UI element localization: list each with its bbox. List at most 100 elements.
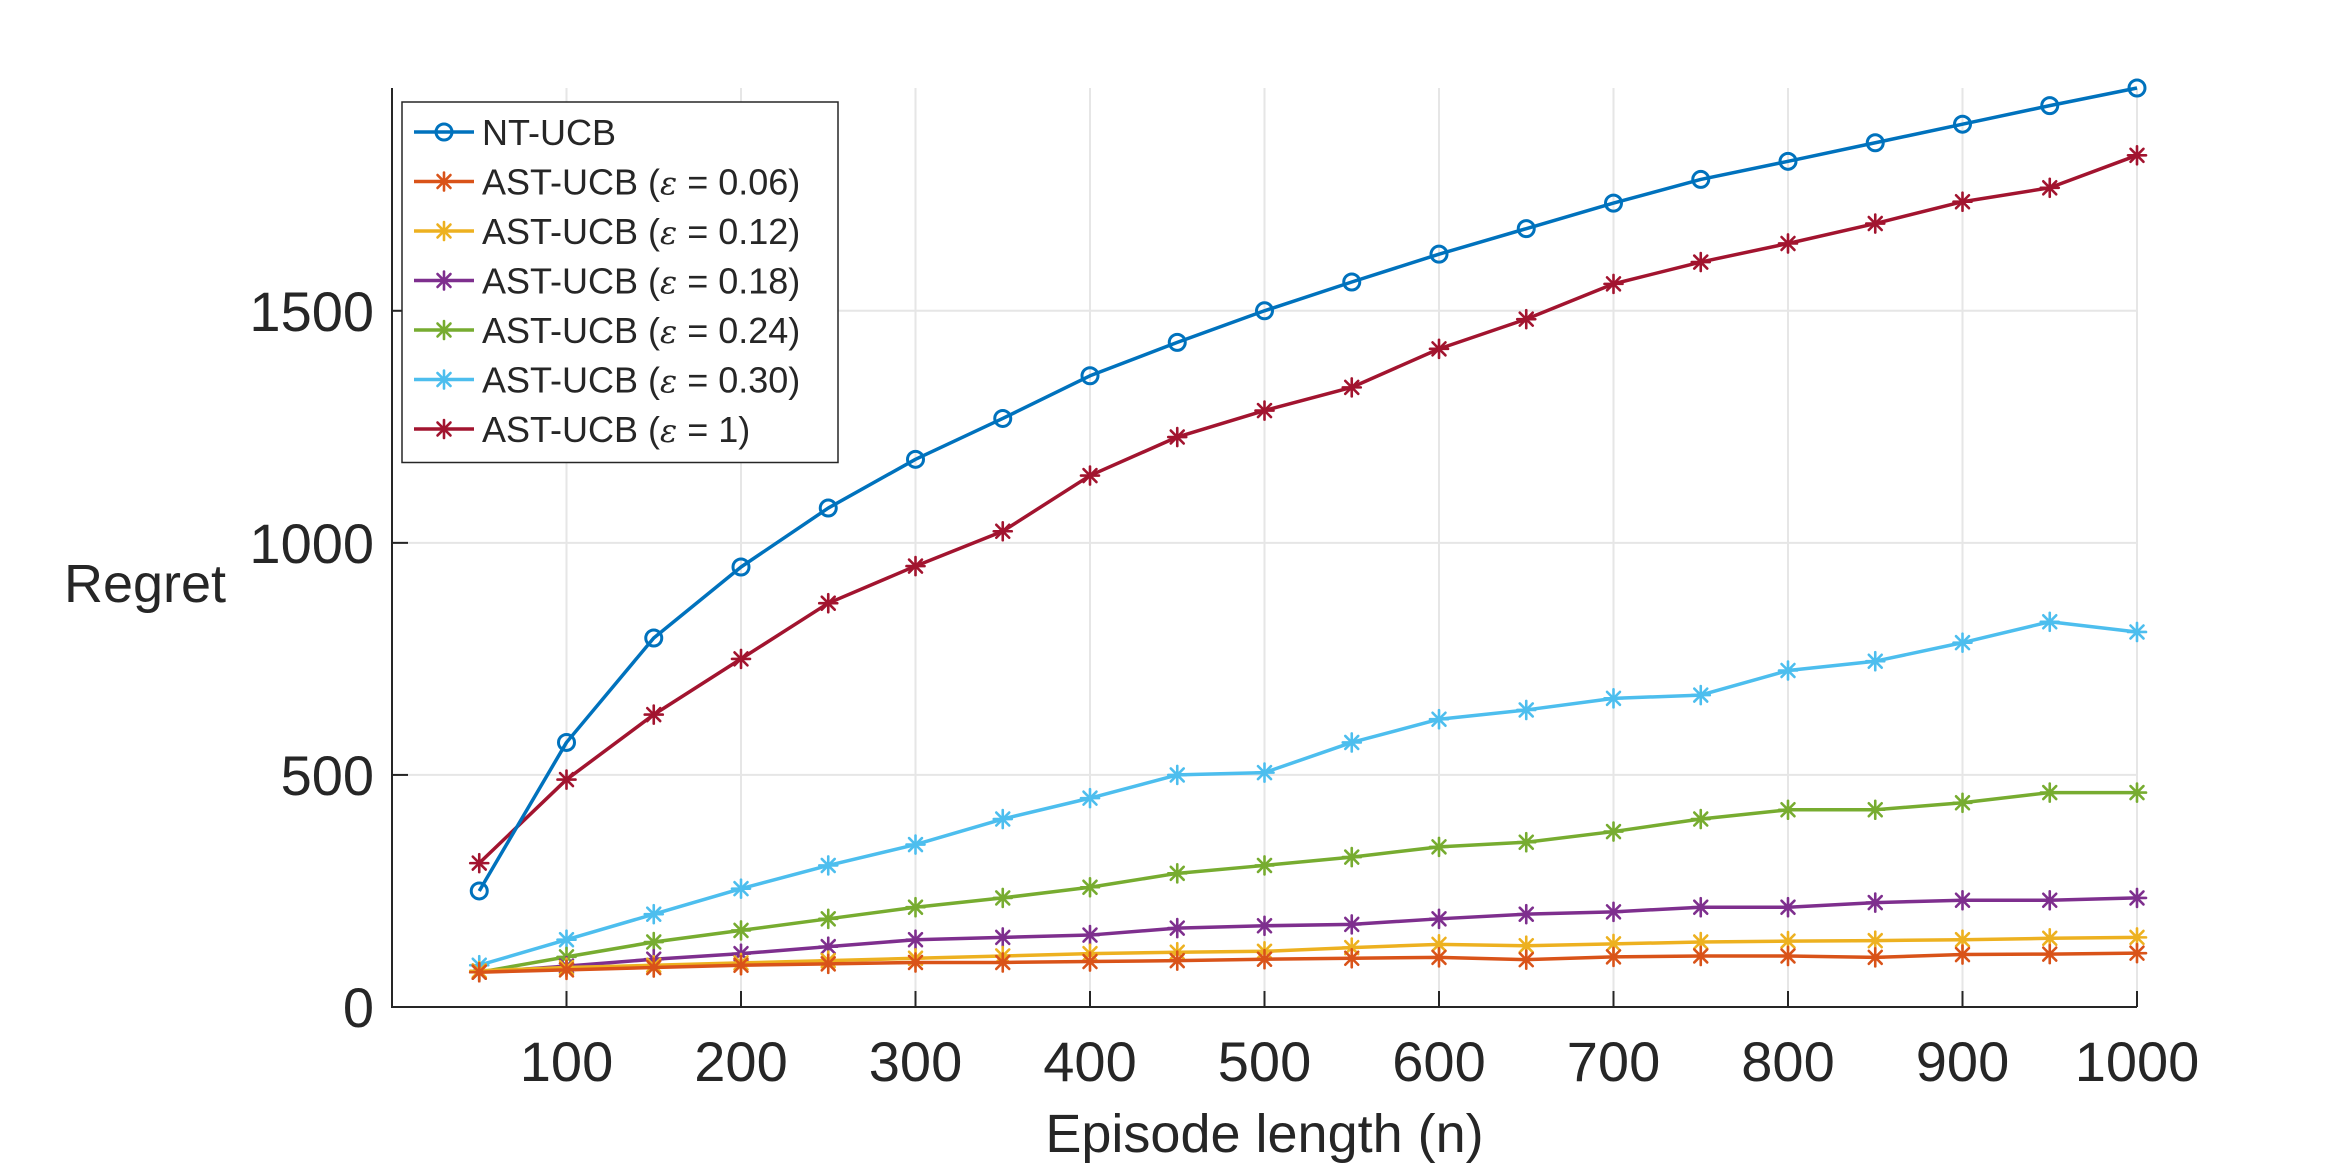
- data-point: [1166, 764, 1188, 786]
- data-point: [643, 931, 665, 953]
- x-tick-label: 1000: [2075, 1030, 2200, 1093]
- marker-stroke: [1692, 899, 1709, 915]
- marker-stroke: [2129, 945, 2145, 961]
- marker-stroke: [1605, 949, 1622, 965]
- marker-stroke: [1518, 311, 1535, 327]
- series-line: [477, 86, 2138, 892]
- x-tick-label: 600: [1392, 1030, 1485, 1093]
- marker-stroke: [1867, 653, 1884, 669]
- data-point: [817, 936, 839, 957]
- marker-stroke: [1518, 906, 1535, 922]
- series-6: [468, 611, 2148, 976]
- data-point: [1691, 169, 1711, 189]
- data-point: [905, 555, 926, 577]
- data-point: [817, 855, 839, 876]
- marker-stroke: [1954, 892, 1971, 909]
- marker-stroke: [994, 954, 1011, 971]
- data-point: [1080, 366, 1100, 386]
- marker-stroke: [436, 322, 452, 338]
- x-axis-title: Episode length (n): [1045, 1104, 1483, 1164]
- data-point: [1342, 272, 1362, 292]
- marker-stroke: [436, 223, 452, 239]
- legend-entry: AST-UCB (ε = 0.12): [414, 211, 800, 252]
- marker-stroke: [907, 836, 924, 853]
- y-tick-label: 1000: [249, 512, 374, 575]
- marker-stroke: [820, 911, 837, 927]
- legend-marker: [433, 270, 455, 291]
- series-line: [478, 790, 2137, 974]
- marker-stroke: [558, 931, 575, 948]
- data-point: [556, 769, 577, 790]
- data-point: [1864, 799, 1886, 821]
- marker-stroke: [733, 651, 749, 667]
- series-line: [479, 896, 2138, 974]
- marker-stroke: [436, 173, 452, 190]
- marker-stroke: [1256, 857, 1273, 874]
- data-point: [2039, 782, 2061, 803]
- data-point: [730, 648, 752, 670]
- series-line: [479, 951, 2138, 974]
- data-point: [1254, 855, 1275, 876]
- legend-label: AST-UCB (ε = 0.12): [482, 211, 800, 252]
- data-point: [2039, 889, 2061, 911]
- data-point: [556, 959, 577, 981]
- marker-stroke: [1431, 711, 1447, 728]
- legend-marker: [433, 319, 455, 341]
- data-point: [1604, 193, 1623, 213]
- marker-stroke: [994, 523, 1011, 540]
- data-point: [1166, 426, 1188, 448]
- data-point: [992, 952, 1014, 973]
- legend-entry: AST-UCB (ε = 0.06): [414, 162, 800, 203]
- marker-stroke: [1256, 951, 1273, 967]
- data-point: [1865, 133, 1885, 153]
- data-point: [1603, 821, 1624, 842]
- y-tick-label: 500: [281, 744, 374, 807]
- marker-stroke: [733, 957, 749, 974]
- data-point: [906, 449, 925, 469]
- marker-stroke: [1954, 193, 1971, 210]
- data-point: [1079, 876, 1101, 898]
- data-point: [905, 834, 926, 855]
- x-tick-label: 100: [520, 1030, 613, 1093]
- x-tick-label: 900: [1916, 1030, 2009, 1093]
- marker-stroke: [1082, 927, 1098, 943]
- marker-stroke: [1867, 215, 1884, 232]
- marker-stroke: [2129, 624, 2145, 640]
- marker-stroke: [2129, 147, 2145, 164]
- marker-stroke: [1082, 953, 1098, 970]
- data-point: [1952, 632, 1973, 653]
- marker-stroke: [2041, 946, 2058, 962]
- marker-stroke: [558, 962, 575, 978]
- data-point: [1952, 889, 1973, 911]
- marker-stroke: [994, 929, 1011, 946]
- data-point: [817, 953, 839, 975]
- data-point: [1341, 914, 1363, 935]
- data-point: [730, 878, 752, 899]
- data-point: [1603, 901, 1624, 923]
- data-point: [1778, 151, 1798, 171]
- data-point: [2040, 96, 2060, 116]
- data-point: [1603, 946, 1624, 968]
- legend-label: AST-UCB (ε = 0.18): [482, 261, 800, 302]
- marker-stroke: [1867, 801, 1884, 818]
- data-point: [1167, 332, 1187, 352]
- data-point: [731, 557, 751, 577]
- marker-stroke: [1343, 939, 1360, 956]
- data-point: [1428, 908, 1450, 930]
- data-point: [1777, 945, 1799, 967]
- data-point: [1864, 650, 1886, 672]
- x-tick-label: 200: [694, 1030, 787, 1093]
- marker-stroke: [1692, 811, 1709, 827]
- marker-stroke: [1692, 687, 1709, 703]
- data-point: [1254, 915, 1275, 937]
- marker-stroke: [994, 890, 1011, 906]
- marker-stroke: [820, 956, 837, 972]
- legend-label: AST-UCB (ε = 0.30): [482, 360, 800, 401]
- marker-stroke: [1256, 917, 1273, 934]
- data-point: [2039, 177, 2061, 199]
- data-point: [730, 920, 752, 941]
- data-point: [2126, 782, 2148, 803]
- y-axis-title: Regret: [64, 554, 226, 614]
- legend-marker: [433, 220, 455, 242]
- marker-stroke: [1780, 933, 1796, 949]
